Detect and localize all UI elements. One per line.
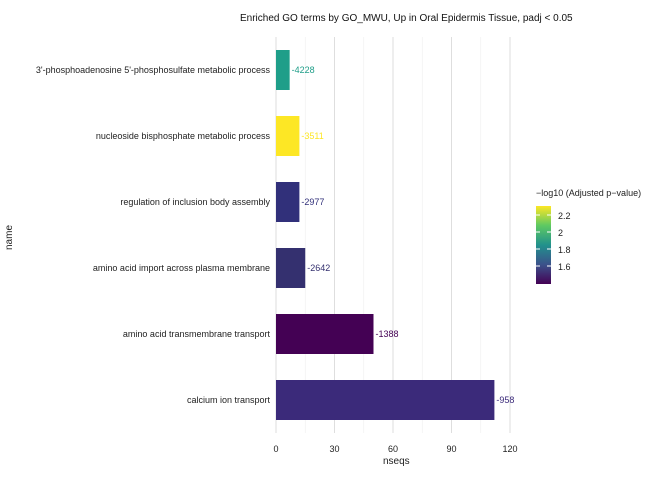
bar (276, 380, 495, 420)
bar-value-label: -3511 (301, 131, 323, 141)
x-tick-label: 30 (329, 444, 339, 454)
category-label: nucleoside bisphosphate metabolic proces… (96, 131, 271, 141)
category-label: 3'-phosphoadenosine 5'-phosphosulfate me… (36, 65, 271, 75)
bar (276, 314, 374, 354)
bar (276, 116, 300, 156)
bar (276, 248, 306, 288)
category-label: calcium ion transport (187, 395, 271, 405)
x-tick-label: 120 (502, 444, 517, 454)
bar (276, 50, 290, 90)
category-label: regulation of inclusion body assembly (120, 197, 270, 207)
legend-title: −log10 (Adjusted p−value) (536, 188, 642, 198)
x-axis-label: nseqs (383, 456, 410, 467)
legend-tick-label: 1.8 (558, 245, 571, 255)
legend-tick-label: 2.2 (558, 211, 571, 221)
x-tick-label: 90 (446, 444, 456, 454)
chart-title: Enriched GO terms by GO_MWU, Up in Oral … (240, 13, 573, 24)
legend-tick-label: 2 (558, 228, 564, 238)
x-tick-label: 60 (388, 444, 398, 454)
bar-value-label: -4228 (292, 65, 315, 75)
bar-value-label: -1388 (376, 329, 399, 339)
category-label: amino acid import across plasma membrane (93, 263, 270, 273)
bar-value-label: -958 (496, 395, 514, 405)
x-tick-label: 0 (273, 444, 278, 454)
bar (276, 182, 300, 222)
bar-value-label: -2642 (307, 263, 330, 273)
category-label: amino acid transmembrane transport (123, 329, 271, 339)
bar-value-label: -2977 (301, 197, 324, 207)
legend-tick-label: 1.6 (558, 262, 571, 272)
legend-colorbar (536, 206, 551, 284)
